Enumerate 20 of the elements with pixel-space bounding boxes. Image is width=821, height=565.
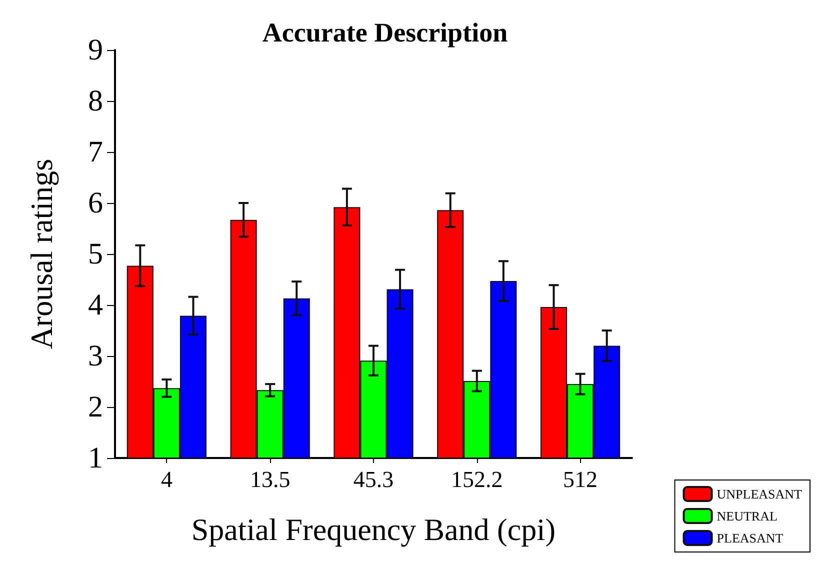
legend-label: NEUTRAL [716,508,778,524]
x-tick-label: 512 [563,467,598,492]
y-tick-label: 3 [88,340,103,372]
y-tick-label: 2 [88,390,103,424]
x-tick-label: 45.3 [353,467,394,492]
y-tick-label: 4 [88,288,103,322]
legend-label: UNPLEASANT [716,486,802,502]
chart-title: Accurate Description [262,18,508,48]
y-tick-label: 7 [88,136,103,168]
y-tick-label: 8 [88,84,103,118]
y-tick-label: 1 [88,442,103,474]
x-tick-label: 13.5 [250,467,290,492]
y-tick-label: 5 [88,238,103,270]
legend-label: PLEASANT [716,530,784,546]
y-tick-label: 6 [88,186,103,220]
x-axis-title: Spatial Frequency Band (cpi) [191,512,556,547]
y-axis-title: Arousal ratings [24,158,59,350]
x-tick-label: 4 [160,467,173,492]
x-tick-label: 152.2 [451,467,503,492]
y-tick-label: 9 [88,34,103,66]
